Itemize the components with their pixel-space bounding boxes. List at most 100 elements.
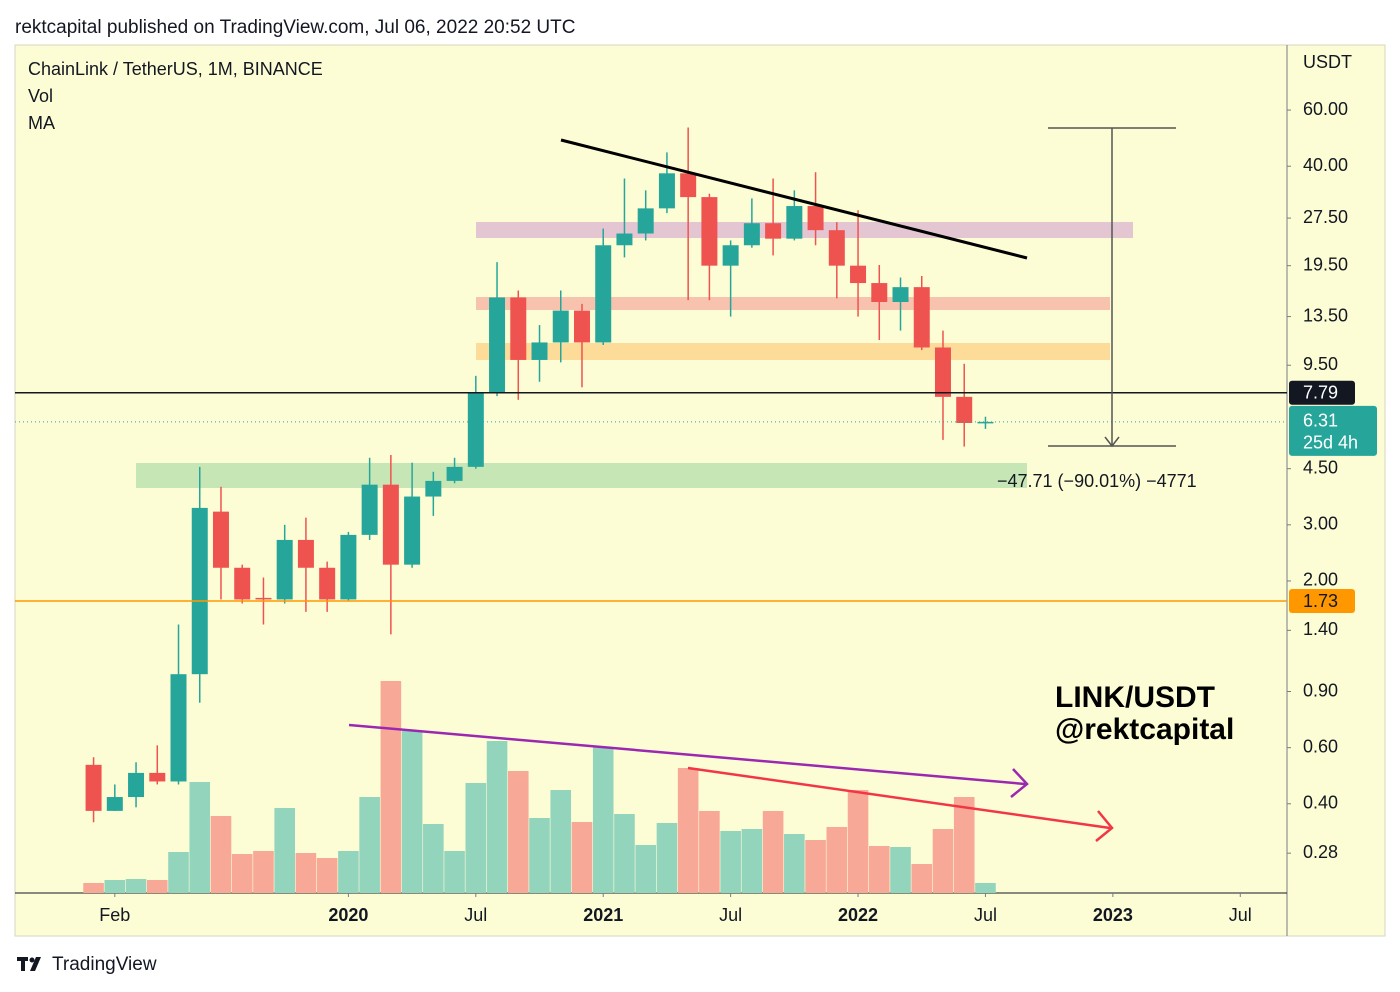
candle-body — [276, 539, 293, 600]
volume-bar — [168, 852, 189, 893]
volume-bar — [338, 851, 359, 893]
volume-bar — [699, 811, 720, 893]
y-tick-label: 40.00 — [1303, 155, 1348, 175]
volume-bar — [253, 851, 274, 893]
price-label: 1.73 — [1303, 591, 1338, 611]
volume-bar — [614, 814, 635, 893]
candle-body — [404, 496, 421, 565]
last-price-box — [1289, 405, 1377, 456]
candle-body — [573, 310, 590, 343]
volume-bar — [465, 783, 487, 893]
resistance-zone — [476, 222, 1133, 238]
indicator-label: Vol — [28, 86, 53, 106]
volume-bar — [104, 880, 126, 893]
candle-body — [595, 245, 612, 343]
candle-body — [871, 283, 888, 303]
volume-bar — [401, 731, 423, 893]
volume-bar — [274, 808, 295, 893]
x-tick-label: Jul — [974, 905, 997, 925]
volume-bar — [380, 681, 402, 893]
indicator-label: MA — [28, 113, 55, 133]
candle-body — [170, 674, 187, 782]
volume-bar — [295, 853, 317, 893]
resistance-zone — [476, 297, 1110, 310]
candle-body — [297, 539, 314, 568]
volume-bar — [932, 829, 954, 893]
y-tick-label: 0.28 — [1303, 842, 1338, 862]
candle-body — [361, 484, 378, 535]
volume-bar — [189, 782, 211, 893]
volume-bar — [529, 818, 550, 893]
x-tick-label: Jul — [1229, 905, 1252, 925]
volume-bar — [635, 845, 656, 893]
x-tick-label: Feb — [99, 905, 130, 925]
volume-bar — [507, 771, 529, 893]
volume-bar — [826, 827, 848, 893]
volume-bar — [805, 840, 826, 893]
candle-body — [913, 287, 930, 348]
y-tick-label: 4.50 — [1303, 457, 1338, 477]
candle-body — [850, 265, 867, 284]
trend-line — [560, 138, 1028, 260]
x-tick-label: Jul — [719, 905, 742, 925]
x-tick-label: 2022 — [838, 905, 878, 925]
candle-body — [637, 208, 654, 234]
x-tick-label: 2020 — [328, 905, 368, 925]
volume-bar — [316, 858, 338, 893]
tradingview-logo-icon — [17, 957, 41, 971]
candle-body — [382, 484, 399, 565]
volume-bar — [444, 851, 465, 893]
y-tick-label: 1.40 — [1303, 619, 1338, 639]
candle-body — [234, 567, 251, 600]
x-tick-label: Jul — [464, 905, 487, 925]
measure-tool — [1048, 127, 1176, 448]
candle-body — [616, 233, 633, 246]
candle-body — [807, 206, 824, 231]
volume-bar — [677, 768, 699, 893]
candle-body — [934, 347, 951, 397]
countdown-label: 25d 4h — [1303, 433, 1358, 453]
volume-bar — [784, 834, 805, 893]
volume-bar — [911, 864, 933, 893]
volume-bar — [486, 741, 508, 893]
chart-background — [14, 44, 1386, 937]
candle-body — [510, 297, 527, 360]
y-tick-label: 0.90 — [1303, 680, 1338, 700]
price-label-box — [1289, 380, 1355, 405]
candle-body — [765, 223, 782, 239]
resistance-zone — [476, 343, 1110, 360]
price-label: 7.79 — [1303, 382, 1338, 402]
candle-body — [786, 206, 803, 239]
volume-bar — [83, 883, 104, 893]
candle-body — [658, 173, 675, 209]
marks-layer — [15, 127, 1287, 893]
y-tick-label: 19.50 — [1303, 254, 1348, 274]
support-zone — [136, 463, 1027, 488]
candle-body — [255, 597, 272, 600]
annotation: @rektcapital — [1055, 713, 1234, 746]
y-tick-label: 60.00 — [1303, 99, 1348, 119]
y-axis-unit: USDT — [1303, 52, 1352, 72]
candle-body — [722, 245, 739, 266]
volume-bar — [656, 823, 678, 893]
measure-label: −47.71 (−90.01%) −4771 — [997, 471, 1197, 491]
price-label-box — [1289, 589, 1355, 614]
y-tick-label: 3.00 — [1303, 514, 1338, 534]
candle-body — [680, 173, 697, 198]
candle-body — [892, 287, 909, 303]
candle-body — [425, 480, 442, 497]
footer-logo: TradingView — [52, 954, 157, 975]
volume-bar — [953, 797, 975, 893]
volume-bar — [231, 854, 253, 893]
candle-body — [340, 534, 357, 600]
y-tick-label: 0.60 — [1303, 736, 1338, 756]
volume-bar — [210, 816, 232, 893]
volume-bar — [592, 747, 614, 893]
volume-bar — [359, 797, 380, 893]
candle-body — [128, 772, 145, 798]
last-price-label: 6.31 — [1303, 411, 1338, 431]
candle-body — [531, 342, 548, 360]
candle-body — [319, 567, 336, 600]
